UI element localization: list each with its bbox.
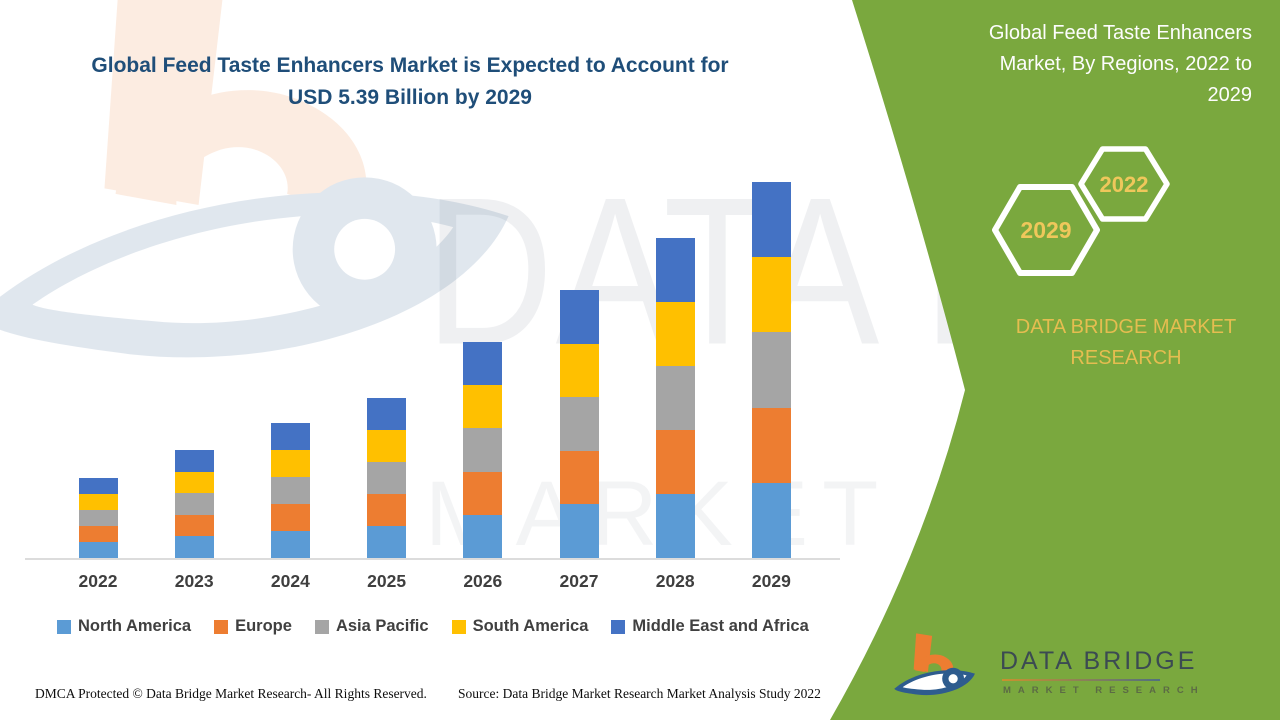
bar-2023 (174, 450, 214, 558)
bar-2022-segment-europe (78, 526, 118, 542)
bar-2023-segment-north-america (174, 536, 214, 558)
company-logo-name: DATA BRIDGE (1000, 647, 1198, 675)
bar-2025-segment-europe (367, 494, 407, 526)
x-axis-label-2022: 2022 (78, 571, 118, 591)
bar-2025-segment-middle-east-and-africa (367, 398, 407, 430)
bar-2024 (270, 422, 310, 558)
x-axis-label-2023: 2023 (174, 571, 214, 591)
bar-2026-segment-north-america (463, 514, 503, 558)
x-axis-label-2029: 2029 (751, 571, 791, 591)
brand-wordmark-line2: RESEARCH (1070, 347, 1182, 369)
x-axis-label-2026: 2026 (463, 571, 503, 591)
bar-2027-segment-europe (559, 450, 599, 505)
legend-item-north-america: North America (57, 617, 191, 636)
x-axis-label-2024: 2024 (270, 571, 310, 591)
brand-wordmark-line1: DATA BRIDGE MARKET (1015, 316, 1237, 338)
bar-2029-segment-europe (751, 407, 791, 483)
bar-2023-segment-europe (174, 514, 214, 537)
hexagon-2029: 2029 (992, 184, 1100, 276)
bar-2028-segment-asia-pacific (655, 366, 695, 430)
chart-title-line1: Global Feed Taste Enhancers Market is Ex… (91, 54, 729, 77)
bar-2025-segment-south-america (367, 430, 407, 462)
legend-item-south-america: South America (451, 617, 589, 636)
bar-2026-segment-europe (463, 471, 503, 515)
legend-swatch-north-america (57, 619, 71, 634)
legend-swatch-middle-east-and-africa (611, 619, 626, 634)
bar-2024-segment-asia-pacific (270, 476, 310, 504)
panel-title-line3: 2029 (1207, 84, 1253, 106)
hexagon-2029-label: 2029 (1020, 217, 1071, 243)
legend-label-north-america: North America (78, 617, 192, 635)
bar-2023-segment-south-america (174, 471, 214, 494)
plot-area: 2022 2023 2024 2025 2026 2027 2028 2029 (25, 170, 840, 591)
bar-2026-segment-south-america (463, 385, 503, 429)
source-note: Source: Data Bridge Market Research Mark… (458, 686, 821, 701)
bar-2029-segment-asia-pacific (751, 332, 791, 408)
bar-2023-segment-middle-east-and-africa (174, 450, 214, 472)
company-logo-icon (894, 633, 975, 696)
brand-wordmark: DATA BRIDGE MARKET RESEARCH (985, 312, 1267, 374)
legend-swatch-europe (214, 619, 229, 634)
bar-2023-segment-asia-pacific (174, 493, 214, 515)
bar-2022 (78, 478, 118, 558)
bar-2027 (559, 290, 599, 558)
bar-2027-segment-north-america (559, 504, 599, 558)
bar-2029 (751, 182, 791, 558)
bar-2022-segment-middle-east-and-africa (78, 478, 118, 494)
legend-item-europe: Europe (214, 617, 292, 636)
bar-2024-segment-europe (270, 503, 310, 531)
panel-title: Global Feed Taste Enhancers Market, By R… (922, 18, 1252, 111)
bar-2027-segment-middle-east-and-africa (559, 290, 599, 344)
legend-label-middle-east-and-africa: Middle East and Africa (632, 617, 809, 635)
x-axis-label-2025: 2025 (367, 571, 407, 591)
bar-2022-segment-south-america (78, 494, 118, 510)
legend-item-middle-east-and-africa: Middle East and Africa (611, 617, 809, 636)
bar-2024-segment-middle-east-and-africa (270, 422, 310, 450)
legend-item-asia-pacific: Asia Pacific (314, 617, 429, 636)
bar-2028-segment-north-america (655, 494, 695, 558)
bar-2028-segment-middle-east-and-africa (655, 238, 695, 302)
hexagon-2022-label: 2022 (1100, 172, 1149, 197)
bar-2025-segment-asia-pacific (367, 462, 407, 494)
legend-swatch-south-america (451, 619, 466, 634)
bar-2029-segment-north-america (751, 482, 791, 558)
bar-2026 (463, 342, 503, 558)
company-logo-rule (1002, 679, 1160, 681)
legend-swatch-asia-pacific (314, 619, 329, 634)
bar-2025-segment-north-america (367, 526, 407, 558)
bar-2025 (367, 398, 407, 558)
panel-title-line2: Market, By Regions, 2022 to (999, 53, 1252, 75)
bar-2027-segment-south-america (559, 343, 599, 398)
chart-title-line2: USD 5.39 Billion by 2029 (288, 86, 532, 109)
bar-2029-segment-south-america (751, 257, 791, 333)
bar-2026-segment-middle-east-and-africa (463, 342, 503, 386)
year-hexagons: 2022 2029 (992, 146, 1170, 276)
footer: DMCA Protected © Data Bridge Market Rese… (35, 686, 835, 702)
company-logo: DATA BRIDGE MARKET RESEARCH (882, 630, 1262, 715)
chart-title: Global Feed Taste Enhancers Market is Ex… (25, 50, 795, 114)
legend-label-asia-pacific: Asia Pacific (335, 617, 429, 635)
legend-label-europe: Europe (235, 617, 292, 635)
bar-2026-segment-asia-pacific (463, 428, 503, 472)
bar-2024-segment-south-america (270, 449, 310, 477)
legend-label-south-america: South America (472, 617, 589, 635)
bar-2028 (655, 238, 695, 558)
bar-2024-segment-north-america (270, 530, 310, 558)
dmca-notice: DMCA Protected © Data Bridge Market Rese… (35, 686, 427, 701)
x-axis-label-2028: 2028 (655, 571, 695, 591)
bar-2022-segment-north-america (78, 542, 118, 558)
bar-2028-segment-europe (655, 430, 695, 494)
bar-2028-segment-south-america (655, 302, 695, 366)
hexagon-2022: 2022 (1078, 146, 1170, 222)
x-axis-label-2027: 2027 (559, 571, 599, 591)
bar-2027-segment-asia-pacific (559, 397, 599, 451)
bar-2022-segment-asia-pacific (78, 510, 118, 526)
legend: North America Europe Asia Pacific South Ame… (57, 617, 809, 636)
panel-title-line1: Global Feed Taste Enhancers (988, 22, 1252, 44)
company-logo-subtitle: MARKET RESEARCH (1003, 685, 1205, 696)
bar-2029-segment-middle-east-and-africa (751, 182, 791, 258)
